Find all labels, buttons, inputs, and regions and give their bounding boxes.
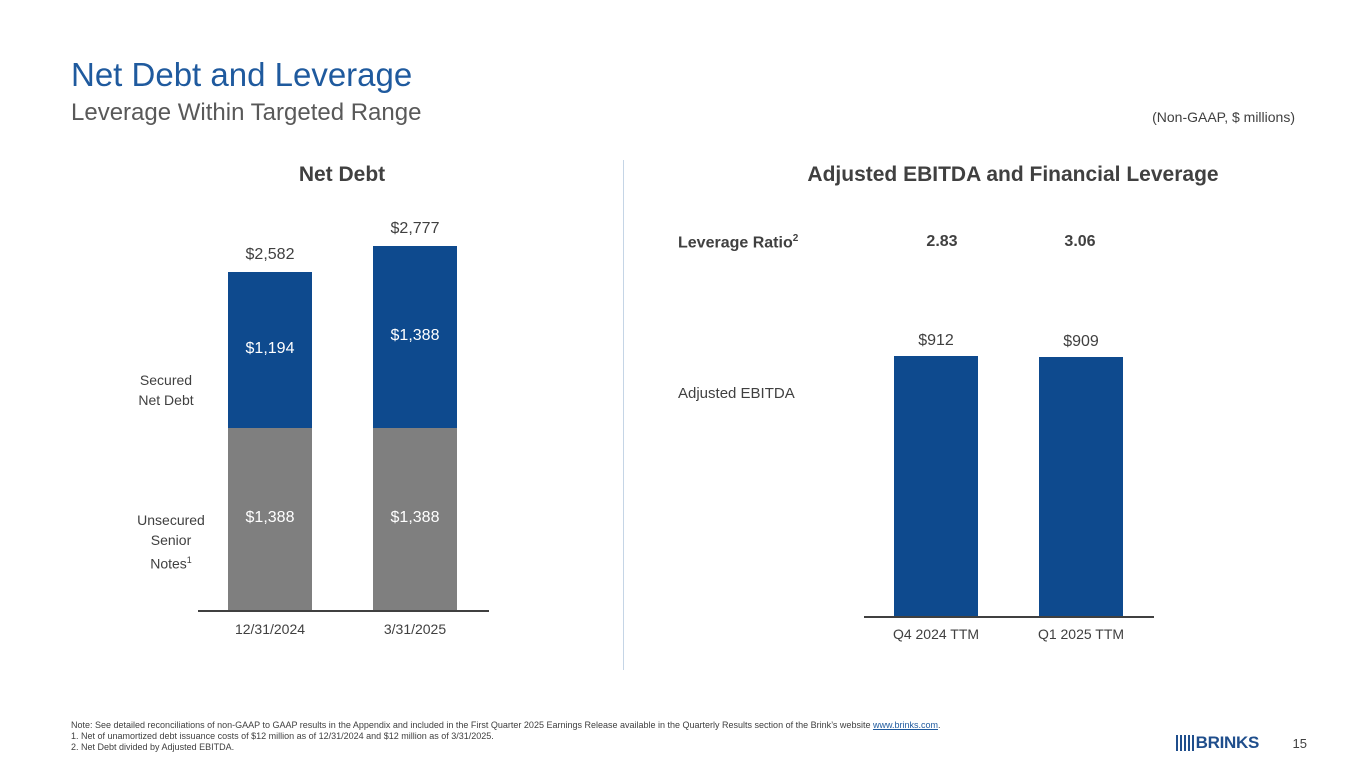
- adjusted-ebitda-bar: [894, 356, 978, 616]
- secured-net-debt-label: Secured Net Debt: [138, 372, 194, 408]
- leverage-ratio-label: Leverage Ratio2: [678, 233, 799, 252]
- adjusted-ebitda-value-label: $912: [918, 332, 954, 350]
- net-debt-x-axis: [198, 610, 489, 612]
- net-debt-chart: $1,388 $1,194 $2,582 12/31/2024 $1,388 $1,388…: [0, 0, 623, 700]
- brinks-website-link[interactable]: www.brinks.com: [872, 720, 938, 730]
- adjusted-ebitda-value-label: $909: [1063, 332, 1099, 350]
- ebitda-x-tick-label: Q4 2024 TTM: [892, 626, 980, 642]
- net-debt-total-label: $2,777: [390, 220, 440, 238]
- footnote-2: 2. Net Debt divided by Adjusted EBITDA.: [71, 742, 235, 752]
- page-subtitle: Leverage Within Targeted Range: [71, 99, 422, 126]
- unsecured-notes-bar: [373, 428, 457, 610]
- leverage-ratio-value: 3.06: [1064, 233, 1096, 250]
- leverage-ratio-value: 2.83: [926, 233, 958, 250]
- net-debt-chart-title: Net Debt: [298, 163, 386, 186]
- net-debt-total-label: $2,582: [245, 245, 295, 263]
- ebitda-x-tick-label: Q1 2025 TTM: [1037, 626, 1125, 642]
- unsecured-senior-notes-label: Unsecured Senior Notes1: [137, 512, 205, 572]
- section-divider: [623, 160, 624, 670]
- net-debt-x-tick-label: 3/31/2025: [383, 621, 447, 637]
- page-number: 15: [1292, 736, 1307, 751]
- secured-net-debt-bar: [373, 246, 457, 429]
- note-line: Note: See detailed reconciliations of no…: [71, 720, 941, 730]
- units-note: (Non-GAAP, $ millions): [1152, 109, 1295, 125]
- adjusted-ebitda-row-label: Adjusted EBITDA: [678, 385, 795, 402]
- ebitda-chart: $912 Q4 2024 TTM $909 Q1 2025 TTM: [864, 332, 1154, 642]
- footnote-1: 1. Net of unamortized debt issuance cost…: [71, 731, 494, 741]
- unsecured-notes-value-label: $1,388: [245, 509, 295, 527]
- net-debt-x-tick-label: 12/31/2024: [234, 621, 306, 637]
- secured-net-debt-value-label: $1,388: [390, 327, 440, 345]
- secured-net-debt-bar: [228, 271, 312, 429]
- page-title: Net Debt and Leverage: [71, 56, 413, 93]
- ebitda-x-axis: [864, 616, 1154, 618]
- adjusted-ebitda-bar: [1039, 356, 1123, 616]
- unsecured-notes-value-label: $1,388: [390, 509, 440, 527]
- secured-net-debt-value-label: $1,194: [245, 339, 295, 357]
- brinks-logo: BRINKS: [1175, 733, 1259, 753]
- unsecured-notes-bar: [228, 428, 312, 610]
- footnotes: Note: See detailed reconciliations of no…: [71, 720, 941, 753]
- ebitda-chart-title: Adjusted EBITDA and Financial Leverage: [807, 163, 1219, 186]
